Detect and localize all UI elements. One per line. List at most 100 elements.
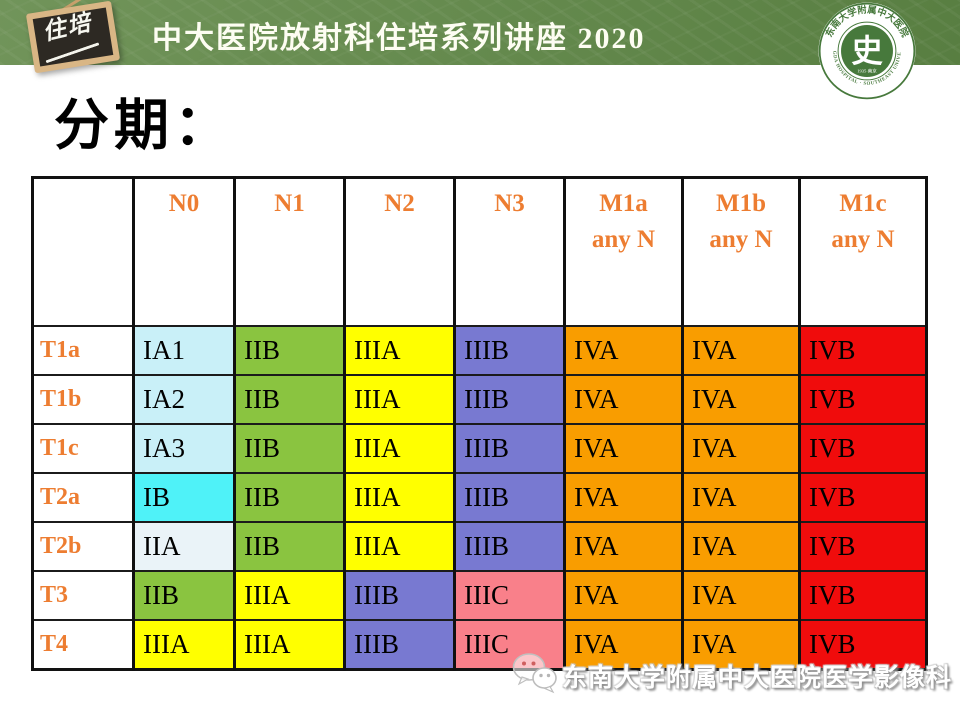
stage-cell: IIIA bbox=[343, 325, 456, 376]
column-header: N3 bbox=[453, 176, 566, 327]
wechat-icon bbox=[512, 653, 557, 694]
column-header: M1b any N bbox=[681, 176, 801, 327]
column-header-label: N3 bbox=[494, 190, 525, 217]
logo-year-text: 1935·南京 bbox=[857, 68, 877, 75]
badge-chalk-line bbox=[45, 42, 100, 64]
column-header: M1a any N bbox=[563, 176, 684, 327]
stage-cell: IIB bbox=[233, 472, 346, 523]
staging-table-wrap: N0 N1 N2 N3 M1a any N M1b any N M1c any N T1a IA1 I… bbox=[31, 176, 928, 671]
row-label: T1b bbox=[31, 374, 135, 425]
column-header-sublabel: any N bbox=[709, 226, 773, 254]
stage-cell: IVA bbox=[681, 619, 801, 671]
footer-text: 东南大学附属中大医院医学影像科 bbox=[562, 664, 953, 692]
column-header-label: M1b bbox=[716, 190, 766, 217]
table-row: T4 IIIA IIIA IIIB IIIC IVA IVA IVB bbox=[31, 619, 928, 671]
stage-cell: IIIB bbox=[453, 521, 566, 572]
stage-cell: IVA bbox=[563, 325, 684, 376]
table-row: T1b IA2 IIB IIIA IIIB IVA IVA IVB bbox=[31, 374, 928, 425]
stage-cell: IIB bbox=[233, 325, 346, 376]
header-row: N0 N1 N2 N3 M1a any N M1b any N M1c any N bbox=[31, 176, 928, 327]
stage-cell: IIB bbox=[233, 521, 346, 572]
stage-cell: IVB bbox=[798, 570, 928, 621]
page-title: 分期： bbox=[54, 95, 235, 156]
stage-cell: IIIA bbox=[343, 521, 456, 572]
column-header: N0 bbox=[132, 176, 236, 327]
stage-cell: IIB bbox=[233, 423, 346, 474]
column-header: N2 bbox=[343, 176, 456, 327]
row-label: T2b bbox=[31, 521, 135, 572]
row-label: T3 bbox=[31, 570, 135, 621]
stage-cell: IIIB bbox=[453, 472, 566, 523]
column-header-label: N1 bbox=[274, 190, 305, 217]
banner-title: 中大医院放射科住培系列讲座 2020 bbox=[152, 22, 646, 55]
stage-cell: IVA bbox=[681, 325, 801, 376]
row-label: T4 bbox=[31, 619, 135, 671]
stage-cell: IA2 bbox=[132, 374, 236, 425]
stage-cell: IIIC bbox=[453, 570, 566, 621]
logo-center-glyph: 史 bbox=[851, 33, 883, 68]
row-label: T1c bbox=[31, 423, 135, 474]
stage-cell: IA1 bbox=[132, 325, 236, 376]
row-label: T2a bbox=[31, 472, 135, 523]
staging-table: N0 N1 N2 N3 M1a any N M1b any N M1c any N T1a IA1 I… bbox=[31, 176, 928, 671]
stage-cell: IIA bbox=[132, 521, 236, 572]
stage-cell: IVB bbox=[798, 374, 928, 425]
stage-cell: IIB bbox=[233, 374, 346, 425]
stage-cell: IIIC bbox=[453, 619, 566, 671]
stage-cell: IIIB bbox=[343, 570, 456, 621]
stage-cell: IIB bbox=[132, 570, 236, 621]
stage-cell: IVA bbox=[681, 521, 801, 572]
banner: 住培 中大医院放射科住培系列讲座 2020 bbox=[0, 0, 960, 74]
residency-badge: 住培 bbox=[25, 0, 121, 74]
column-header-label: N2 bbox=[384, 190, 415, 217]
column-header-label: N0 bbox=[168, 190, 200, 217]
stage-cell: IIIB bbox=[343, 619, 456, 671]
hospital-logo: 东南大学附属中大医院 ZHONGDA HOSPITAL · SOUTHEAST … bbox=[816, 0, 916, 100]
staging-table-body: T1a IA1 IIB IIIA IIIB IVA IVA IVB T1b IA2 IIB IIIA I… bbox=[31, 325, 928, 671]
column-header: N1 bbox=[233, 176, 346, 327]
table-row: T1c IA3 IIB IIIA IIIB IVA IVA IVB bbox=[31, 423, 928, 474]
stage-cell: IVA bbox=[681, 472, 801, 523]
table-row: T2a IB IIB IIIA IIIB IVA IVA IVB bbox=[31, 472, 928, 523]
column-header-sublabel: any N bbox=[591, 226, 656, 254]
footer: 东南大学附属中大医院医学影像科 bbox=[512, 650, 952, 694]
stage-cell: IVB bbox=[798, 423, 928, 474]
column-header: M1c any N bbox=[798, 176, 928, 327]
column-header-label: M1c bbox=[839, 190, 887, 217]
stage-cell: IVB bbox=[798, 325, 928, 376]
row-label: T1a bbox=[31, 325, 135, 376]
staging-table-head: N0 N1 N2 N3 M1a any N M1b any N M1c any N bbox=[31, 176, 928, 327]
stage-cell: IIIA bbox=[233, 570, 346, 621]
stage-cell: IIIB bbox=[453, 374, 566, 425]
stage-cell: IVA bbox=[681, 570, 801, 621]
stage-cell: IB bbox=[132, 472, 236, 523]
stage-cell: IVA bbox=[563, 423, 684, 474]
stage-cell: IVB bbox=[798, 521, 928, 572]
stage-cell: IVA bbox=[563, 570, 684, 621]
stage-cell: IIIA bbox=[343, 374, 456, 425]
stage-cell: IIIB bbox=[453, 423, 566, 474]
stage-cell: IVA bbox=[563, 472, 684, 523]
stage-cell: IVA bbox=[563, 619, 684, 671]
stage-cell: IIIA bbox=[343, 423, 456, 474]
stage-cell: IVB bbox=[798, 619, 928, 671]
hospital-seal-icon: 东南大学附属中大医院 ZHONGDA HOSPITAL · SOUTHEAST … bbox=[816, 0, 916, 100]
table-row: T3 IIB IIIA IIIB IIIC IVA IVA IVB bbox=[31, 570, 928, 621]
stage-cell: IA3 bbox=[132, 423, 236, 474]
stage-cell: IIIA bbox=[343, 472, 456, 523]
stage-cell: IVA bbox=[681, 374, 801, 425]
stage-cell: IIIA bbox=[132, 619, 236, 671]
table-row: T1a IA1 IIB IIIA IIIB IVA IVA IVB bbox=[31, 325, 928, 376]
column-header-sublabel: any N bbox=[831, 226, 895, 254]
stage-cell: IVA bbox=[563, 374, 684, 425]
stage-cell: IVA bbox=[563, 521, 684, 572]
badge-label: 住培 bbox=[40, 9, 95, 46]
corner-cell bbox=[31, 176, 135, 327]
column-header-label: M1a bbox=[599, 190, 648, 217]
stage-cell: IIIB bbox=[453, 325, 566, 376]
stage-cell: IVB bbox=[798, 472, 928, 523]
stage-cell: IVA bbox=[681, 423, 801, 474]
table-row: T2b IIA IIB IIIA IIIB IVA IVA IVB bbox=[31, 521, 928, 572]
stage-cell: IIIA bbox=[233, 619, 346, 671]
